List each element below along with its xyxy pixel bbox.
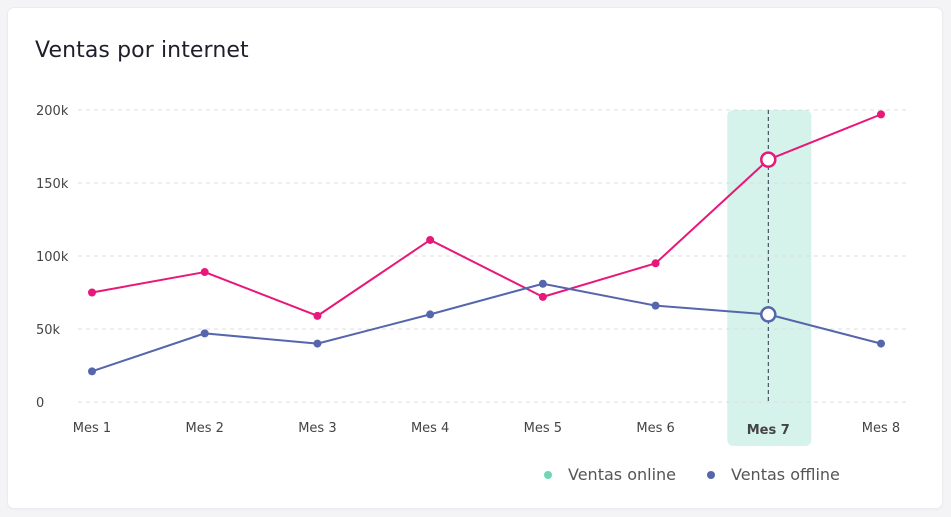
highlight-band — [727, 110, 812, 446]
x-tick-label: Mes 2 — [186, 421, 224, 436]
highlighted-data-point[interactable] — [760, 151, 777, 168]
data-point[interactable] — [88, 288, 96, 297]
data-point[interactable] — [877, 339, 885, 348]
y-tick-label: 0 — [36, 396, 44, 411]
chart-title: Ventas por internet — [35, 38, 249, 63]
data-point[interactable] — [88, 367, 96, 376]
y-tick-label: 200k — [36, 104, 69, 119]
series-line-online — [91, 113, 882, 317]
data-point[interactable] — [651, 259, 660, 268]
data-point[interactable] — [538, 279, 547, 288]
x-tick-label: Mes 7 — [747, 423, 790, 438]
chart-card: Ventas por internet 0 50k 100k 150k 200k Mes … — [8, 8, 942, 508]
data-point[interactable] — [200, 329, 209, 338]
data-point[interactable] — [877, 110, 885, 119]
data-point[interactable] — [313, 339, 322, 348]
legend-marker — [707, 471, 715, 479]
legend-marker — [544, 471, 552, 479]
series-line-offline — [91, 282, 882, 373]
legend-label: Ventas online — [568, 465, 676, 484]
data-point[interactable] — [426, 235, 435, 244]
y-tick-label: 100k — [36, 250, 69, 265]
data-point[interactable] — [651, 301, 660, 310]
x-tick-label: Mes 6 — [636, 421, 674, 436]
sales-line-chart: 0 50k 100k 150k 200k Mes 1 Mes 2 Mes 3 Mes 4 Mes … — [36, 104, 908, 484]
highlighted-data-point[interactable] — [760, 306, 777, 323]
x-tick-label: Mes 8 — [862, 421, 900, 436]
data-point[interactable] — [313, 311, 322, 320]
x-tick-label: Mes 3 — [298, 421, 336, 436]
y-tick-label: 150k — [36, 177, 69, 192]
data-point[interactable] — [426, 310, 435, 319]
x-tick-label: Mes 5 — [524, 421, 562, 436]
y-tick-label: 50k — [36, 323, 61, 338]
data-point[interactable] — [200, 268, 209, 277]
x-tick-label: Mes 1 — [73, 421, 111, 436]
data-point[interactable] — [538, 292, 547, 301]
x-tick-label: Mes 4 — [411, 421, 449, 436]
legend-label: Ventas offline — [731, 465, 840, 484]
